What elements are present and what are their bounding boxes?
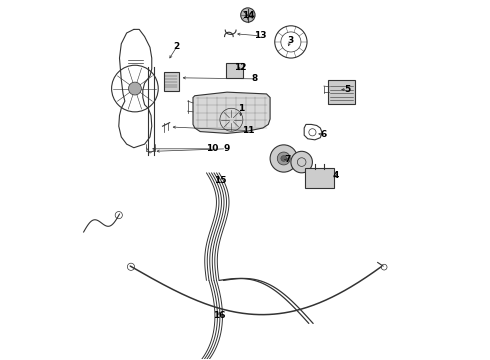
FancyBboxPatch shape bbox=[164, 72, 179, 91]
Text: 15: 15 bbox=[214, 176, 227, 185]
Circle shape bbox=[291, 151, 313, 173]
Text: 9: 9 bbox=[223, 144, 229, 153]
Text: 12: 12 bbox=[234, 63, 247, 72]
FancyBboxPatch shape bbox=[305, 168, 334, 188]
Text: 4: 4 bbox=[332, 171, 339, 180]
Circle shape bbox=[277, 152, 290, 165]
Text: 14: 14 bbox=[242, 10, 254, 19]
Text: 2: 2 bbox=[174, 42, 180, 51]
Text: 11: 11 bbox=[242, 126, 254, 135]
Text: 16: 16 bbox=[213, 311, 225, 320]
Text: 3: 3 bbox=[287, 36, 294, 45]
Circle shape bbox=[128, 82, 141, 95]
Text: 6: 6 bbox=[320, 130, 326, 139]
Text: 1: 1 bbox=[238, 104, 244, 113]
Text: 5: 5 bbox=[344, 85, 351, 94]
Text: 7: 7 bbox=[284, 155, 291, 164]
Text: 10: 10 bbox=[206, 144, 218, 153]
Polygon shape bbox=[193, 92, 270, 134]
FancyBboxPatch shape bbox=[226, 63, 243, 78]
Circle shape bbox=[241, 8, 255, 22]
Circle shape bbox=[270, 145, 297, 172]
FancyBboxPatch shape bbox=[328, 80, 355, 104]
Circle shape bbox=[281, 156, 287, 161]
Text: 8: 8 bbox=[252, 75, 258, 84]
Text: 13: 13 bbox=[254, 31, 266, 40]
